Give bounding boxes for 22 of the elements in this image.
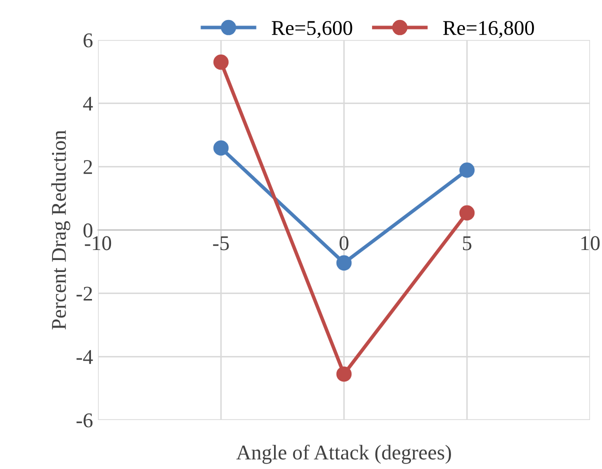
x-tick-label: 0 [340,236,348,250]
legend-label: Re=5,600 [272,20,352,38]
point [459,205,475,221]
y-axis-title: Percent Drag Reduction [51,130,70,330]
point [213,140,229,156]
y-tick-label: 2 [84,160,92,174]
x-tick-label: 5 [463,236,472,250]
y-tick-label: 6 [84,33,93,48]
point [213,54,229,70]
x-tick-label: -10 [84,236,112,250]
point [336,255,352,271]
legend-label: Re=16,800 [443,20,534,38]
y-tick-label: 0 [84,223,92,238]
y-tick-label: 4 [83,96,93,111]
x-axis-title: Angle of Attack (degrees) [236,444,451,464]
point [336,366,352,382]
point [459,162,475,178]
x-tick-label: -5 [213,236,229,250]
x-tick-label: 10 [581,236,600,250]
y-tick-label: -2 [76,286,92,301]
y-tick-label: -6 [76,413,93,428]
y-tick-label: -4 [76,350,93,364]
